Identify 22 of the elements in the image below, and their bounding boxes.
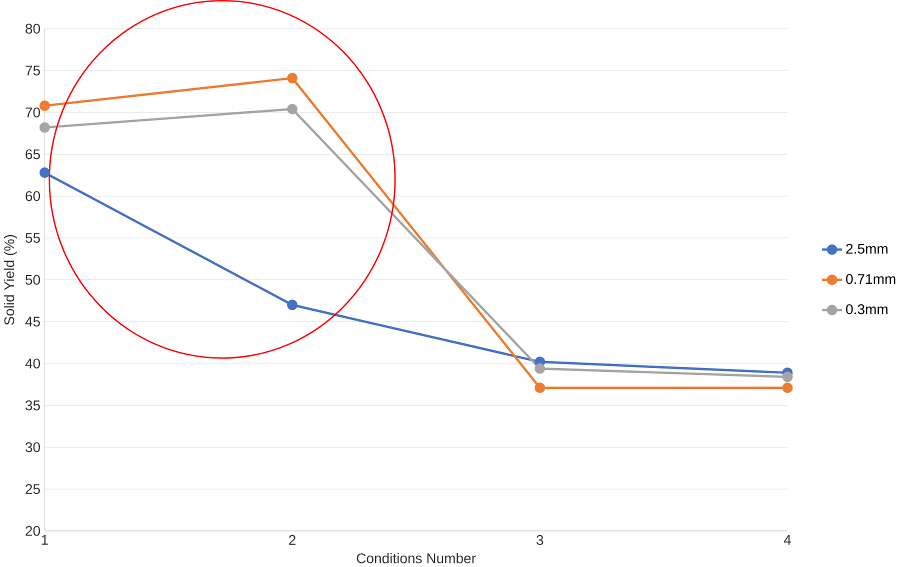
x-axis-title: Conditions Number	[356, 552, 476, 564]
y-tick-label: 60	[26, 191, 40, 201]
y-tick-label: 75	[26, 66, 40, 76]
x-tick-label: 1	[42, 534, 48, 545]
y-tick-label: 65	[26, 149, 40, 160]
y-tick-label: 20	[26, 526, 40, 536]
y-tick-label: 80	[26, 24, 40, 34]
y-tick-label: 25	[26, 484, 40, 494]
y-tick-label: 50	[26, 274, 40, 285]
y-tick-label: 45	[25, 316, 40, 326]
legend-label: 2.5mm	[846, 244, 888, 254]
x-tick-label: 4	[784, 534, 791, 545]
legend-label: 0.71mm	[846, 274, 896, 284]
y-tick-label: 55	[26, 233, 40, 243]
x-tick-label: 3	[536, 534, 544, 545]
x-tick-label: 2	[289, 534, 296, 545]
y-tick-label: 30	[26, 442, 40, 452]
y-tick-label: 70	[26, 107, 40, 118]
y-tick-label: 40	[25, 358, 40, 368]
y-tick-label: 35	[26, 400, 40, 410]
y-axis-title: Solid Yield (%)	[4, 234, 17, 325]
legend-label: 0.3mm	[846, 304, 888, 314]
